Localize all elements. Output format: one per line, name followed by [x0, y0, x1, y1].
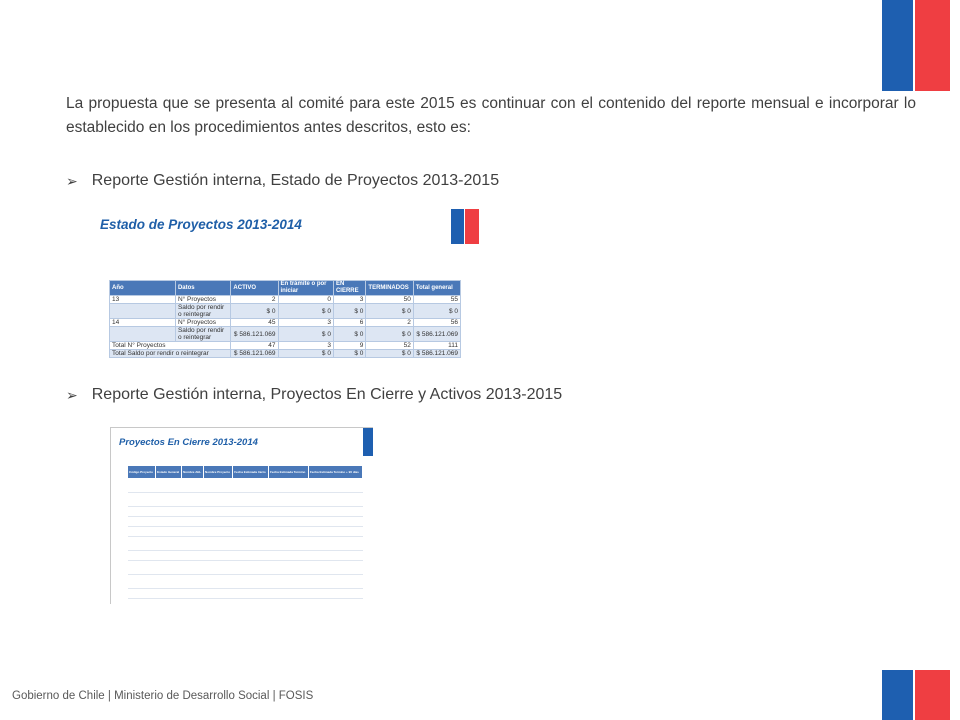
table-row: Total N° Proyectos 47 3 9 52 111 [108, 341, 462, 350]
table-row [127, 526, 363, 537]
bullet-text: Reporte Gestión interna, Estado de Proye… [91, 172, 500, 189]
table-row [127, 588, 363, 599]
table-row [127, 478, 363, 493]
column-header: TERMINADOS [365, 280, 414, 296]
table-cell: $ 0 [277, 349, 334, 358]
bullet-proyectos-cierre: ➢ Reporte Gestión interna, Proyectos En … [66, 386, 562, 404]
table-cell: 56 [412, 318, 462, 327]
table-cell: Saldo por rendir o reintegrar [174, 326, 232, 342]
image2-title: Proyectos En Cierre 2013-2014 [119, 437, 258, 448]
table-row: 14 N° Proyectos 45 3 6 2 56 [109, 318, 462, 327]
table-cell: $ 0 [277, 303, 334, 319]
bullet-estado-proyectos: ➢ Reporte Gestión interna, Estado de Pro… [66, 172, 499, 190]
table-header-row: Año Datos ACTIVO En trámite o por inicia… [109, 280, 462, 296]
proyectos-cierre-screenshot: Proyectos En Cierre 2013-2014 Código Pro… [110, 427, 373, 604]
table-cell: 3 [277, 318, 334, 327]
column-header: Estado General [155, 465, 183, 479]
table-cell: $ 0 [412, 303, 462, 319]
table-cell: 52 [365, 341, 414, 350]
table-cell: Total N° Proyectos [108, 341, 232, 350]
table-cell: 55 [412, 295, 462, 304]
table-cell: $ 0 [332, 303, 367, 319]
table-row [127, 560, 363, 575]
table-cell: $ 0 [332, 326, 367, 342]
proyectos-cierre-table: Código Proyecto Estado General Nombre AE… [126, 465, 364, 599]
column-header: Datos [174, 280, 232, 296]
table-row [127, 536, 363, 551]
table-row [127, 516, 363, 527]
table-cell: 45 [230, 318, 279, 327]
table-cell: 2 [365, 318, 414, 327]
table-row [127, 550, 363, 561]
arrow-right-icon: ➢ [66, 172, 78, 189]
table-row [127, 574, 363, 589]
table-cell: $ 0 [230, 303, 279, 319]
table-header-row: Código Proyecto Estado General Nombre AE… [126, 465, 364, 479]
column-header: ACTIVO [230, 280, 279, 296]
column-header: Fecha Estimada Termino [268, 465, 309, 479]
table-cell: $ 0 [277, 326, 334, 342]
flag-logo-bottom [882, 670, 950, 720]
table-cell: $ 0 [365, 349, 414, 358]
table-row [127, 492, 363, 507]
intro-paragraph: La propuesta que se presenta al comité p… [66, 95, 916, 136]
table-cell: $ 586.121.069 [230, 326, 279, 342]
table-cell [109, 303, 176, 319]
table-cell: 3 [332, 295, 367, 304]
table-cell: 9 [332, 341, 367, 350]
column-header: Fecha Estimada Inicio [232, 465, 270, 479]
table-cell: N° Proyectos [174, 295, 232, 304]
table-cell: $ 0 [365, 303, 414, 319]
table-cell: 0 [277, 295, 334, 304]
column-header: EN CIERRE [332, 280, 367, 296]
table-cell: N° Proyectos [174, 318, 232, 327]
table-row: 13 N° Proyectos 2 0 3 50 55 [109, 295, 462, 304]
table-row: Total Saldo por rendir o reintegrar $ 58… [108, 349, 462, 358]
flag-logo-top [882, 0, 950, 91]
table-cell: $ 586.121.069 [412, 326, 462, 342]
column-header: Año [109, 280, 176, 296]
table-cell: 13 [109, 295, 176, 304]
column-header: Nombre Proyecto [203, 465, 234, 479]
arrow-right-icon: ➢ [66, 386, 78, 403]
column-header: En trámite o por iniciar [277, 280, 334, 296]
table-row [127, 506, 363, 517]
footer-text: Gobierno de Chile | Ministerio de Desarr… [12, 690, 314, 702]
table-cell: 47 [230, 341, 279, 350]
table-row: Saldo por rendir o reintegrar $ 586.121.… [109, 326, 462, 342]
column-header: Fecha Estimada Termino + 90 días [307, 465, 364, 479]
table-cell: $ 586.121.069 [230, 349, 279, 358]
table-cell: 14 [109, 318, 176, 327]
table-cell: Total Saldo por rendir o reintegrar [108, 349, 232, 358]
flag-logo-image2 [363, 428, 373, 456]
table-cell: $ 0 [332, 349, 367, 358]
bullet-text: Reporte Gestión interna, Proyectos En Ci… [91, 386, 563, 403]
estado-proyectos-table: Año Datos ACTIVO En trámite o por inicia… [108, 280, 462, 358]
table-cell: 111 [412, 341, 462, 350]
flag-logo-image1 [451, 209, 479, 244]
table-cell: 3 [277, 341, 334, 350]
table-cell: 6 [332, 318, 367, 327]
table-row: Saldo por rendir o reintegrar $ 0 $ 0 $ … [109, 303, 462, 319]
image1-title: Estado de Proyectos 2013-2014 [100, 217, 302, 232]
table-cell: 50 [365, 295, 414, 304]
table-cell: $ 0 [365, 326, 414, 342]
column-header: Total general [412, 280, 462, 296]
column-header: Nombre AEL [181, 465, 205, 479]
table-cell: $ 586.121.069 [412, 349, 462, 358]
column-header: Código Proyecto [126, 465, 157, 479]
table-cell: 2 [230, 295, 279, 304]
table-cell [109, 326, 176, 342]
table-cell: Saldo por rendir o reintegrar [174, 303, 232, 319]
